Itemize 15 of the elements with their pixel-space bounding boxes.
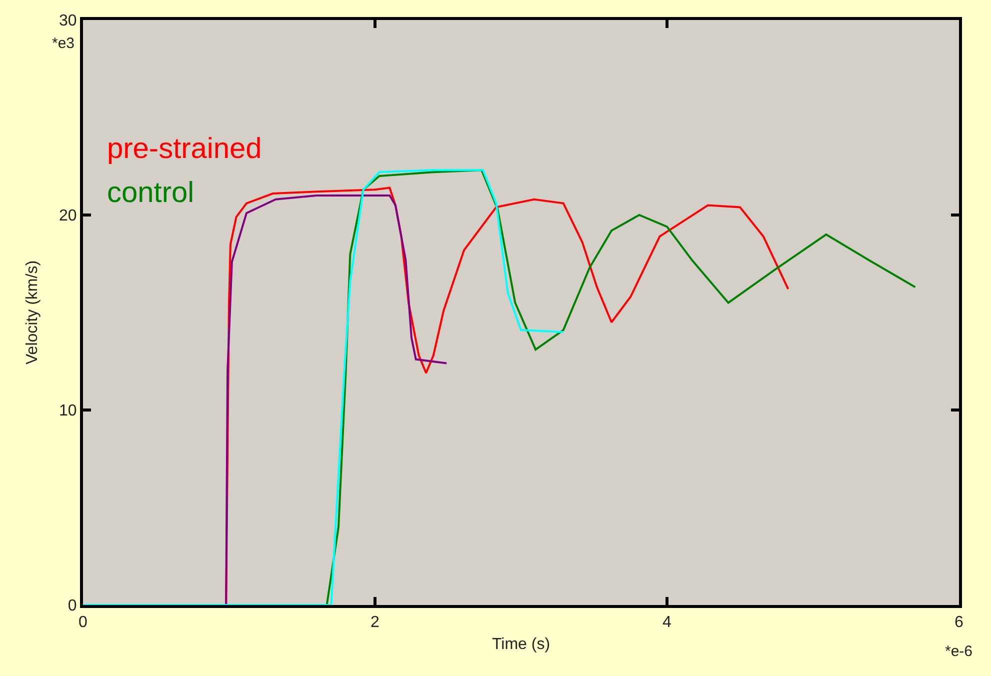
x-tick-label: 0 [78, 614, 88, 632]
series-label: pre-strained [107, 133, 262, 165]
y-axis-title: Velocity (km/s) [24, 260, 41, 365]
y-tick-label: 10 [59, 402, 77, 420]
text: *e-6 [945, 643, 973, 660]
x-tick-label: 2 [370, 614, 380, 632]
y-tick-label: 30 [59, 12, 77, 30]
y-tick-label: 20 [59, 208, 77, 225]
x-axis-title: Time (s) [492, 636, 550, 653]
x-tick-label: 4 [662, 614, 672, 632]
text: control [107, 177, 194, 209]
x-tick-label: 6 [954, 614, 964, 632]
line-series [83, 169, 564, 605]
y-tick-label: 0 [68, 598, 77, 615]
text: *e3 [52, 35, 75, 52]
